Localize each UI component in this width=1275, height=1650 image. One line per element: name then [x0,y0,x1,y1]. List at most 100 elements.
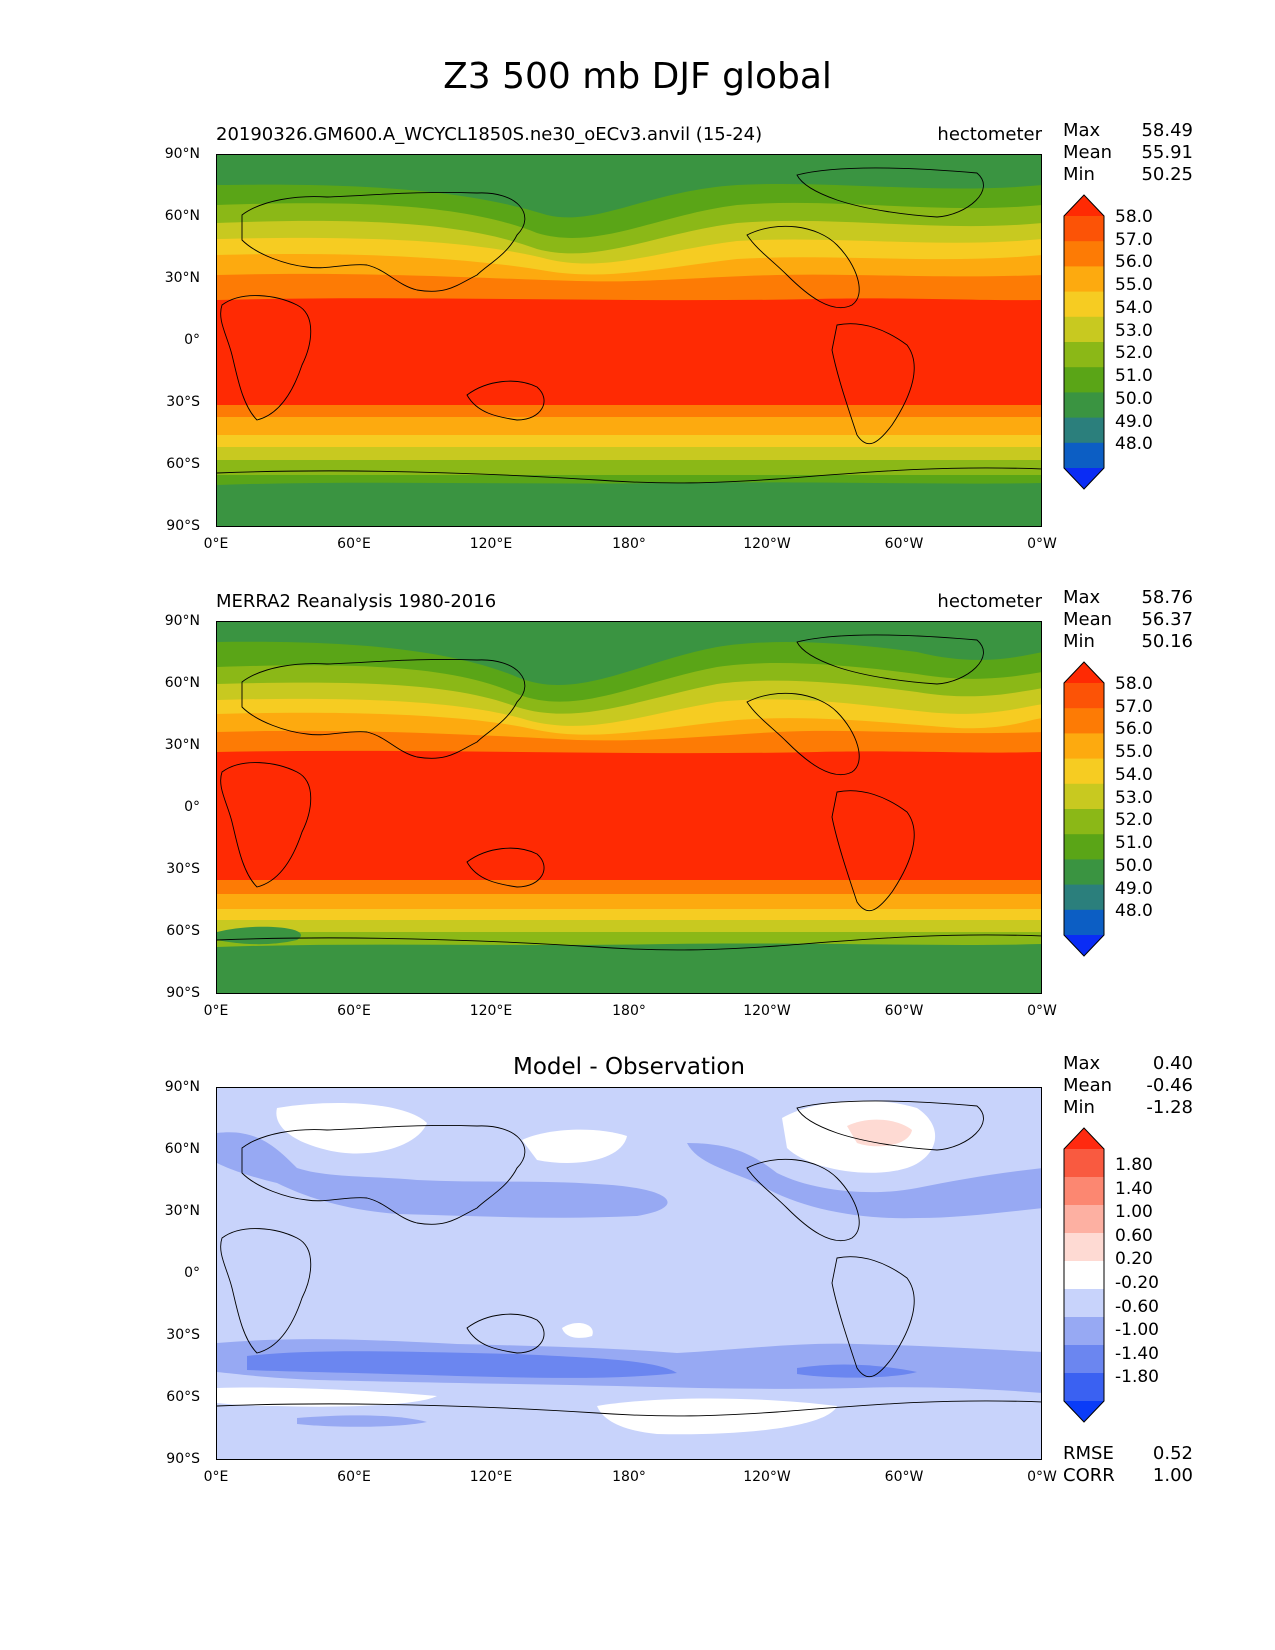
colorbar-tick-label: -0.20 [1115,1273,1159,1293]
lon-label: 0°E [203,1003,229,1019]
map-area[interactable] [216,621,1042,994]
colorbar-tick-label: 57.0 [1115,230,1153,250]
lon-label: 120°W [743,536,791,552]
colorbar-extend-min [1064,1401,1104,1422]
coastlines [217,1100,1041,1417]
stat-value: -0.46 [1146,1075,1193,1096]
stat-label: Min [1063,164,1095,185]
colorbar-tick-label: 0.60 [1115,1226,1153,1246]
colorbar-tick-label: 49.0 [1115,412,1153,432]
colorbar-tick-label: 58.0 [1115,674,1153,694]
stat-value: 58.76 [1141,587,1193,608]
colorbar-tick-label: -1.00 [1115,1320,1159,1340]
lon-label: 120°W [743,1469,791,1485]
colorbar-tick-label: -0.60 [1115,1297,1159,1317]
colorbar-swatch [1064,1205,1104,1234]
panel-difference: Model - Observation [0,1053,1275,1513]
lat-label: 60°S [166,1389,200,1405]
colorbar-tick-label: 50.0 [1115,389,1153,409]
stat-label: Mean [1063,1075,1113,1096]
colorbar-swatch [1064,733,1104,760]
colorbar-tick-label: 48.0 [1115,434,1153,454]
metric-value: 1.00 [1152,1465,1193,1486]
colorbar-swatch [1064,342,1104,368]
colorbar-tick-label: 1.40 [1115,1179,1153,1199]
colorbar-swatch [1064,367,1104,393]
colorbar-extend-max [1064,195,1104,216]
colorbar-swatch [1064,216,1104,242]
colorbar-swatch [1064,1149,1104,1178]
colorbar-tick-label: 56.0 [1115,252,1153,272]
colorbar-swatch [1064,316,1104,343]
lon-label: 60°E [337,536,371,552]
colorbar-swatch [1064,1177,1104,1206]
stat-label: Max [1063,120,1101,141]
colorbar-swatch [1064,834,1104,860]
panel-title: 20190326.GM600.A_WCYCL1850S.ne30_oECv3.a… [216,124,763,145]
colorbar-tick-label: 51.0 [1115,833,1153,853]
lon-label: 60°E [337,1469,371,1485]
stat-value: 56.37 [1141,609,1193,630]
colorbar-swatch [1064,291,1104,318]
lat-label: 0° [184,799,200,815]
metric-value: 0.52 [1152,1443,1193,1464]
colorbar-swatch [1064,417,1104,444]
units-label: hectometer [937,591,1042,612]
colorbar-tick-label: 53.0 [1115,788,1153,808]
stat-label: Max [1063,1053,1101,1074]
lat-label: 60°N [164,208,200,224]
metrics-box: RMSE 0.52 CORR 1.00 [1063,1443,1193,1487]
lat-label: 60°N [164,1141,200,1157]
lat-label: 30°S [166,394,200,410]
colorbar-outline [1063,661,1105,957]
colorbar-tick-label: -1.80 [1115,1367,1159,1387]
lon-label: 60°W [884,1469,924,1485]
stat-label: Min [1063,631,1095,652]
lon-label: 180° [612,1003,646,1019]
lon-label: 180° [612,536,646,552]
lon-label: 0°W [1027,1003,1057,1019]
colorbar-swatch [1064,266,1104,293]
contour-map [217,622,1041,993]
colorbar-swatch [1064,809,1104,835]
colorbar-tick-label: 49.0 [1115,879,1153,899]
lat-label: 60°S [166,456,200,472]
colorbar-swatch [1064,708,1104,734]
colorbar-outline [1063,1127,1105,1423]
lat-label: 90°S [166,518,200,534]
map-area[interactable] [216,1087,1042,1460]
lon-label: 120°E [469,1003,513,1019]
metric-label: RMSE [1063,1443,1114,1464]
stat-label: Max [1063,587,1101,608]
lat-label: 60°S [166,923,200,939]
colorbar-extend-min [1064,935,1104,956]
contour-map [217,155,1041,526]
stats-box: Max 58.49 Mean 55.91 Min 50.25 [1063,120,1193,186]
panel-title: MERRA2 Reanalysis 1980-2016 [216,591,497,612]
colorbar-tick-label: 52.0 [1115,810,1153,830]
colorbar-tick-label: 48.0 [1115,901,1153,921]
colorbar-tick-label: 52.0 [1115,343,1153,363]
colorbar-tick-label: -1.40 [1115,1344,1159,1364]
colorbar [1063,1127,1105,1423]
stats-box: Max 58.76 Mean 56.37 Min 50.16 [1063,587,1193,653]
stat-value: 0.40 [1152,1053,1193,1074]
lon-label: 0°E [203,536,229,552]
colorbar-swatch [1064,884,1104,911]
lat-label: 0° [184,332,200,348]
colorbar-extend-min [1064,468,1104,489]
figure-title: Z3 500 mb DJF global [443,56,832,97]
lon-label: 60°E [337,1003,371,1019]
colorbar-tick-label: 50.0 [1115,856,1153,876]
metric-label: CORR [1063,1465,1115,1486]
colorbar-tick-label: 1.00 [1115,1202,1153,1222]
map-area[interactable] [216,154,1042,527]
colorbar-swatch [1064,1317,1104,1346]
contour-map [217,1088,1041,1459]
colorbar-extend-max [1064,662,1104,683]
colorbar-swatch [1064,1261,1104,1290]
colorbar [1063,194,1105,490]
lon-label: 120°E [469,536,513,552]
lat-label: 90°N [164,1079,200,1095]
colorbar-swatch [1064,1289,1104,1318]
